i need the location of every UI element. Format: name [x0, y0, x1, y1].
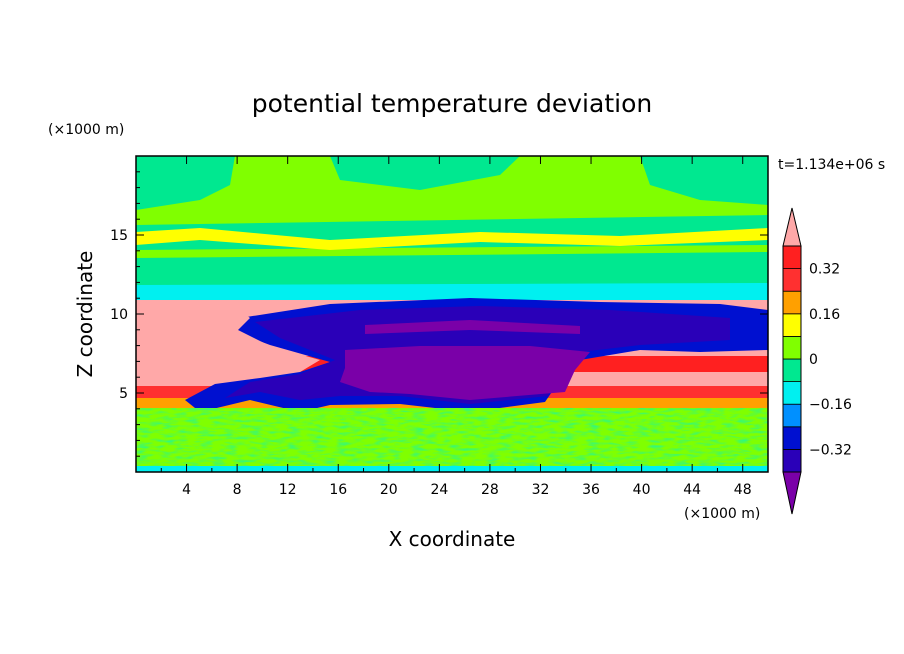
x-tick-label: 44 [683, 482, 701, 498]
colorbar-frame [782, 245, 802, 473]
colorbar-segment [782, 268, 802, 292]
x-tick-label: 32 [532, 482, 550, 498]
x-tick-label: 8 [233, 482, 242, 498]
colorbar-segment [782, 426, 802, 450]
colorbar-segment [782, 245, 802, 270]
colorbar-label: 0.32 [809, 262, 840, 278]
y-tick-label: 15 [110, 228, 128, 244]
field-warm-left [136, 300, 320, 372]
field-upper-band-b [136, 228, 768, 250]
y-axis-title: Z coordinate [73, 251, 97, 378]
field-lower-texture [136, 408, 768, 472]
colorbar-segment [782, 335, 802, 360]
colorbar: 0.32 0.16 0 −0.16 −0.32 [782, 207, 852, 515]
colorbar-label: −0.32 [809, 442, 852, 458]
colorbar-label: 0.16 [809, 307, 840, 323]
time-label: t=1.134e+06 s [778, 157, 885, 173]
colorbar-over-triangle [782, 207, 802, 247]
y-tick-label: 5 [119, 386, 128, 402]
colorbar-segment [782, 381, 802, 405]
colorbar-segment [782, 448, 802, 473]
x-tick-label: 12 [279, 482, 297, 498]
x-tick-label: 48 [734, 482, 752, 498]
x-axis-title: X coordinate [389, 527, 516, 551]
colorbar-under-triangle [782, 471, 802, 515]
colorbar-label: −0.16 [809, 397, 852, 413]
field-cold-core [340, 346, 590, 400]
field-upper-patches [136, 156, 768, 210]
y-axis-ticks: 5 10 15 [110, 171, 768, 457]
x-axis-unit: (×1000 m) [684, 506, 760, 522]
x-tick-label: 24 [430, 482, 448, 498]
x-tick-label: 20 [380, 482, 398, 498]
x-axis-ticks: 4 8 12 16 20 24 28 32 36 40 44 48 [160, 156, 752, 498]
colorbar-segment [782, 290, 802, 315]
heatmap-field [136, 156, 768, 472]
heatmap-plot [136, 156, 768, 472]
x-tick-label: 4 [182, 482, 191, 498]
colorbar-segment [782, 313, 802, 337]
y-axis-unit: (×1000 m) [48, 122, 124, 138]
field-lower-edge [136, 466, 768, 472]
colorbar-segment [782, 403, 802, 428]
field-cold-lobe [365, 320, 580, 334]
colorbar-segment [782, 358, 802, 383]
colorbar-label: 0 [809, 352, 818, 368]
chart-title: potential temperature deviation [252, 89, 652, 118]
x-tick-label: 16 [329, 482, 347, 498]
y-tick-label: 10 [110, 307, 128, 323]
x-tick-label: 28 [481, 482, 499, 498]
x-tick-label: 36 [582, 482, 600, 498]
x-tick-label: 40 [633, 482, 651, 498]
